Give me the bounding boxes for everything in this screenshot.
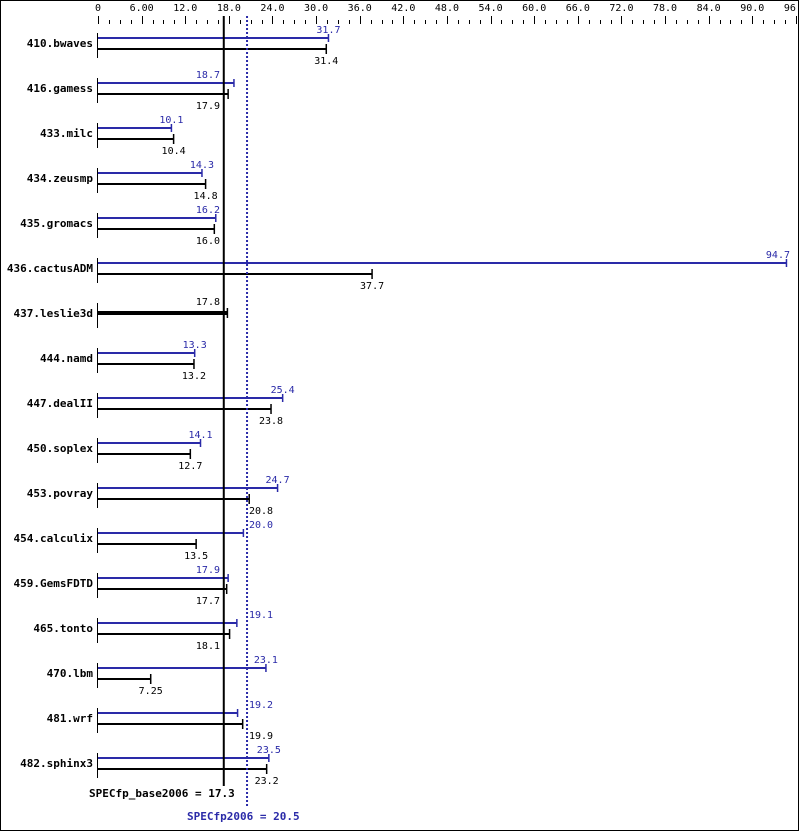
benchmark-row: 435.gromacs 16.2 16.0 [20, 205, 220, 247]
base-value-label: 13.5 [184, 551, 208, 562]
benchmark-row: 450.soplex 14.1 12.7 [27, 430, 213, 472]
benchmark-row: 470.lbm 23.1 7.25 [47, 655, 278, 697]
x-tick-label: 60.0 [522, 3, 546, 14]
peak-value-label: 23.1 [254, 655, 278, 666]
benchmark-label: 437.leslie3d [14, 307, 93, 320]
benchmark-row: 447.dealII 25.4 23.8 [27, 385, 295, 427]
peak-value-label: 24.7 [266, 475, 290, 486]
benchmark-row: 433.milc 10.1 10.4 [40, 115, 186, 157]
base-value-label: 17.9 [196, 101, 220, 112]
benchmark-label: 416.gamess [27, 82, 93, 95]
x-tick-label: 36.0 [348, 3, 372, 14]
peak-value-label: 25.4 [271, 385, 295, 396]
x-tick-label: 84.0 [697, 3, 721, 14]
benchmark-label: 433.milc [40, 127, 93, 140]
benchmark-row: 459.GemsFDTD 17.9 17.7 [14, 565, 229, 607]
base-value-label: 17.8 [196, 297, 220, 308]
base-value-label: 20.8 [249, 506, 273, 517]
x-tick-label: 18.0 [217, 3, 241, 14]
base-value-label: 16.0 [196, 236, 220, 247]
benchmark-label: 470.lbm [47, 667, 94, 680]
benchmark-label: 435.gromacs [20, 217, 93, 230]
benchmark-row: 481.wrf 19.2 19.9 [47, 700, 273, 742]
base-value-label: 19.9 [249, 731, 273, 742]
peak-summary-label: SPECfp2006 = 20.5 [187, 810, 300, 823]
peak-value-label: 18.7 [196, 70, 220, 81]
benchmark-row: 434.zeusmp 14.3 14.8 [27, 160, 218, 202]
x-tick-label: 12.0 [173, 3, 197, 14]
benchmark-row: 454.calculix 20.0 13.5 [14, 520, 274, 562]
peak-value-label: 13.3 [183, 340, 207, 351]
base-value-label: 23.8 [259, 416, 283, 427]
base-value-label: 18.1 [196, 641, 220, 652]
base-value-label: 12.7 [178, 461, 202, 472]
x-tick-label: 54.0 [479, 3, 503, 14]
x-tick-label: 90.0 [740, 3, 764, 14]
benchmark-label: 450.soplex [27, 442, 94, 455]
peak-value-label: 19.1 [249, 610, 273, 621]
base-summary-label: SPECfp_base2006 = 17.3 [89, 787, 235, 800]
base-value-label: 14.8 [194, 191, 218, 202]
peak-value-label: 14.1 [188, 430, 212, 441]
x-tick-label: 72.0 [609, 3, 633, 14]
peak-value-label: 31.7 [316, 25, 340, 36]
peak-value-label: 20.0 [249, 520, 273, 531]
benchmark-row: 436.cactusADM 94.7 37.7 [7, 250, 790, 292]
benchmark-label: 410.bwaves [27, 37, 93, 50]
peak-value-label: 17.9 [196, 565, 220, 576]
benchmark-row: 465.tonto 19.1 18.1 [33, 610, 273, 652]
peak-value-label: 10.1 [159, 115, 183, 126]
benchmark-label: 465.tonto [33, 622, 93, 635]
peak-value-label: 16.2 [196, 205, 220, 216]
reference-lines [222, 16, 249, 808]
benchmark-label: 453.povray [27, 487, 94, 500]
peak-value-label: 23.5 [257, 745, 281, 756]
x-tick-label: 6.00 [130, 3, 154, 14]
benchmark-label: 481.wrf [47, 712, 93, 725]
benchmark-label: 436.cactusADM [7, 262, 93, 275]
base-value-label: 7.25 [139, 686, 163, 697]
benchmark-label: 434.zeusmp [27, 172, 94, 185]
base-value-label: 10.4 [162, 146, 186, 157]
x-tick-label: 96.0 [784, 3, 799, 14]
benchmark-label: 454.calculix [14, 532, 94, 545]
base-value-label: 31.4 [314, 56, 338, 67]
benchmark-row: 444.namd 13.3 13.2 [40, 340, 207, 382]
benchmark-label: 459.GemsFDTD [14, 577, 94, 590]
base-value-label: 37.7 [360, 281, 384, 292]
x-tick-label: 42.0 [391, 3, 415, 14]
x-tick-label: 24.0 [260, 3, 284, 14]
base-value-label: 13.2 [182, 371, 206, 382]
x-tick-label: 30.0 [304, 3, 328, 14]
benchmark-row: 482.sphinx3 23.5 23.2 [20, 745, 281, 787]
x-tick-label: 78.0 [653, 3, 677, 14]
base-value-label: 23.2 [255, 776, 279, 787]
x-tick-label: 48.0 [435, 3, 459, 14]
peak-value-label: 19.2 [249, 700, 273, 711]
peak-value-label: 14.3 [190, 160, 214, 171]
x-tick-label: 0 [95, 3, 101, 14]
x-tick-label: 66.0 [566, 3, 590, 14]
benchmark-label: 482.sphinx3 [20, 757, 93, 770]
benchmark-label: 444.namd [40, 352, 93, 365]
peak-value-label: 94.7 [766, 250, 790, 261]
benchmark-row: 416.gamess 18.7 17.9 [27, 70, 235, 112]
base-value-label: 17.7 [196, 596, 220, 607]
benchmark-row: 437.leslie3d 17.8 [14, 297, 229, 328]
benchmark-label: 447.dealII [27, 397, 93, 410]
bars: 410.bwaves 31.7 31.4 416.gamess 18.7 17.9 433.… [7, 25, 790, 787]
benchmark-row: 410.bwaves 31.7 31.4 [27, 25, 341, 67]
x-axis: 0 6.00 12.0 18.0 24.0 30.0 36.0 42.0 48.0 54.0 60.… [95, 3, 799, 24]
